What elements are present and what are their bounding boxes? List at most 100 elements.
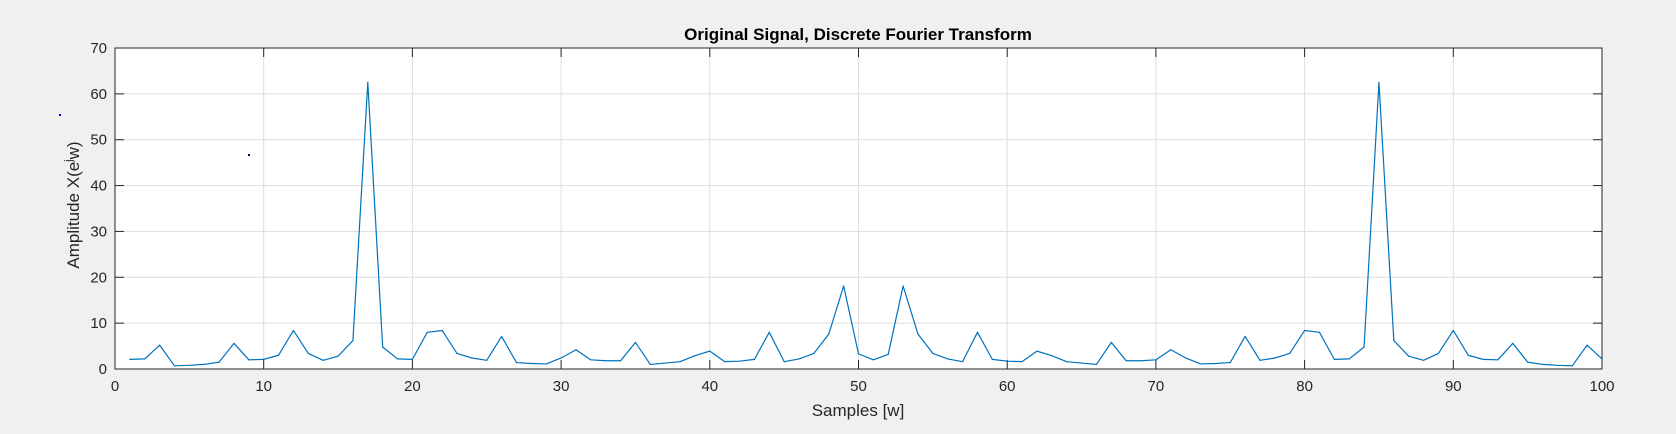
data-point	[1110, 341, 1112, 343]
data-point	[1333, 358, 1335, 360]
data-point	[887, 353, 889, 355]
data-point	[1229, 361, 1231, 364]
data-point	[738, 360, 741, 362]
data-point	[709, 350, 711, 352]
data-point	[947, 358, 949, 360]
data-point	[292, 329, 295, 332]
data-point	[1214, 362, 1216, 365]
data-point	[1155, 359, 1157, 361]
data-point	[307, 352, 309, 355]
data-point	[1066, 361, 1068, 363]
y-tick-label: 60	[90, 86, 107, 103]
data-point	[277, 354, 280, 356]
data-point	[441, 329, 443, 332]
data-point	[872, 359, 874, 361]
data-point	[1289, 352, 1291, 355]
data-point	[1482, 358, 1484, 360]
data-point	[976, 331, 979, 333]
data-point	[1437, 352, 1440, 355]
x-tick-label: 10	[255, 378, 272, 395]
y-axis-label-suffix: w)	[64, 141, 83, 160]
data-point	[233, 342, 235, 344]
data-point	[590, 359, 592, 361]
data-point	[575, 349, 577, 351]
data-point	[857, 353, 860, 355]
x-tick-label: 70	[1148, 378, 1165, 395]
data-point	[1140, 360, 1142, 362]
stray-marker	[248, 154, 250, 156]
data-point	[1556, 364, 1558, 366]
data-point	[129, 358, 131, 360]
y-tick-label: 20	[90, 269, 107, 286]
data-point	[144, 358, 146, 360]
data-point	[1036, 350, 1038, 352]
data-point	[515, 361, 518, 364]
x-tick-label: 90	[1445, 378, 1462, 395]
y-axis-label-prefix: Amplitude X(e	[64, 162, 83, 269]
data-point	[1170, 349, 1172, 351]
data-point	[203, 363, 205, 366]
data-point	[1080, 362, 1083, 364]
y-tick-label: 30	[90, 223, 107, 240]
data-point	[218, 361, 220, 363]
data-point	[902, 285, 904, 287]
data-point	[694, 355, 696, 357]
data-point	[188, 364, 190, 366]
data-point	[367, 81, 369, 83]
data-point	[1378, 81, 1380, 83]
data-point	[917, 333, 919, 335]
data-point	[1199, 363, 1202, 365]
data-point	[798, 358, 800, 360]
data-point	[932, 352, 934, 355]
data-point	[1095, 363, 1098, 366]
data-point	[263, 358, 265, 360]
data-point	[1274, 357, 1276, 359]
x-tick-label: 30	[553, 378, 570, 395]
x-tick-label: 100	[1589, 378, 1614, 395]
series-line	[129, 81, 1603, 367]
x-tick-labels: 0 10 20 30 40 50 60 70 80 90 100	[111, 378, 1615, 395]
x-tick-label: 80	[1296, 378, 1313, 395]
data-point	[382, 346, 384, 348]
data-point	[1422, 359, 1425, 361]
chart-title: Original Signal, Discrete Fourier Transf…	[684, 25, 1032, 44]
data-point	[248, 359, 250, 361]
data-point	[411, 358, 413, 360]
data-point	[605, 360, 607, 362]
stray-marker	[59, 114, 61, 116]
data-point	[501, 335, 503, 338]
x-tick-label: 40	[701, 378, 718, 395]
data-point	[426, 331, 428, 333]
data-point	[1512, 342, 1514, 344]
data-point	[649, 363, 651, 366]
data-point	[1527, 361, 1529, 363]
data-point	[1408, 355, 1410, 357]
data-point	[783, 361, 785, 363]
data-point	[1125, 360, 1127, 362]
data-point	[560, 357, 562, 359]
series-layer	[129, 81, 1603, 367]
data-point	[1571, 365, 1573, 367]
data-point	[619, 360, 622, 362]
data-point	[530, 362, 532, 365]
data-point	[1393, 339, 1395, 342]
data-point	[1006, 360, 1008, 362]
data-point	[724, 361, 726, 363]
data-point	[634, 341, 637, 343]
data-point	[352, 339, 354, 342]
data-point	[1185, 357, 1187, 359]
data-point	[322, 359, 324, 361]
y-tick-label: 0	[99, 361, 107, 378]
x-axis-label: Samples [w]	[812, 401, 905, 420]
y-tick-label: 10	[90, 315, 107, 332]
data-point	[337, 355, 339, 357]
data-point	[396, 358, 399, 360]
data-point	[1348, 358, 1350, 360]
data-point	[1318, 331, 1321, 333]
y-axis-label-superscript: j	[63, 159, 75, 162]
data-point	[1244, 335, 1246, 338]
data-point	[1259, 359, 1261, 361]
data-point	[159, 344, 161, 346]
axes-box	[114, 47, 1603, 370]
data-point	[456, 352, 458, 355]
